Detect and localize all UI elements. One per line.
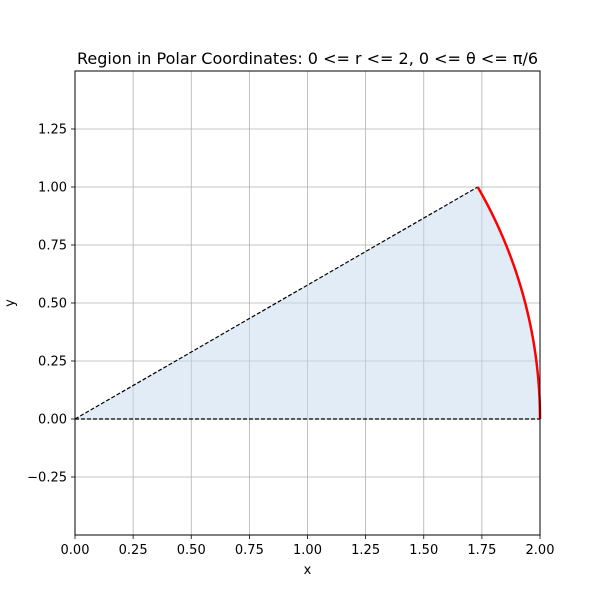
x-tick-label: 1.75 — [467, 543, 496, 558]
plot-data — [74, 186, 542, 420]
y-tick-label: 1.25 — [38, 123, 67, 138]
y-axis-label: y — [3, 299, 18, 307]
x-tick-label: 0.00 — [61, 543, 90, 558]
x-tick-label: 1.25 — [351, 543, 380, 558]
x-tick-label: 1.00 — [293, 543, 322, 558]
y-tick-label: 0.00 — [38, 413, 67, 428]
ticks: 0.00 0.25 0.50 0.75 1.00 1.25 1.50 1.75 2.00 −0.2… — [27, 123, 554, 559]
outer-arc-r2 — [476, 186, 542, 420]
y-tick-label: 0.50 — [38, 297, 67, 312]
region-fill — [75, 187, 540, 419]
x-tick-label: 1.50 — [409, 543, 438, 558]
y-tick-label: 0.25 — [38, 355, 67, 370]
y-tick-label: −0.25 — [27, 471, 67, 486]
x-tick-label: 2.00 — [526, 543, 555, 558]
x-axis-label: x — [304, 563, 312, 578]
y-tick-label: 0.75 — [38, 239, 67, 254]
x-tick-label: 0.75 — [235, 543, 264, 558]
x-tick-label: 0.50 — [177, 543, 206, 558]
y-tick-label: 1.00 — [38, 181, 67, 196]
ray-theta-pi-over-6 — [74, 186, 478, 420]
chart-title: Region in Polar Coordinates: 0 <= r <= 2… — [77, 49, 538, 68]
x-tick-label: 0.25 — [119, 543, 148, 558]
